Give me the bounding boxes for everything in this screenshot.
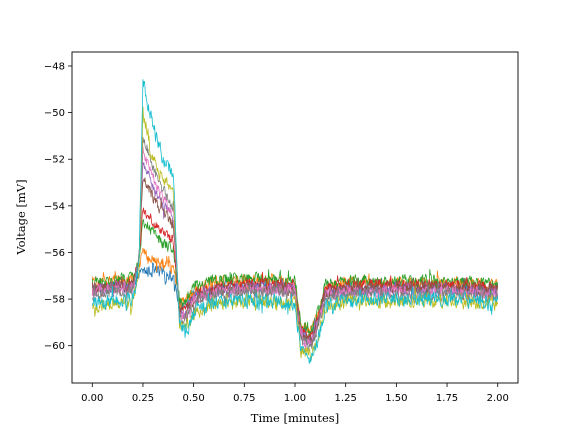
plot-frame: [71, 51, 519, 384]
y-tick-label: −54: [44, 201, 65, 212]
y-tick-label: −52: [44, 155, 65, 166]
x-tick-label: 1.50: [385, 393, 407, 404]
y-tick-label: −56: [44, 248, 65, 259]
x-tick-label: 2.00: [487, 393, 509, 404]
voltage-trace-3: [91, 219, 499, 343]
y-tick-label: −50: [44, 108, 65, 119]
series-layer: [91, 79, 499, 364]
voltage-trace-7: [91, 146, 499, 353]
x-axis-ticks: 0.00 0.25 0.50 0.75 1.00 1.25 1.50 1.75 2.00: [81, 383, 509, 404]
x-tick-label: 0.50: [183, 393, 205, 404]
y-axis-label: Voltage [mV]: [14, 179, 28, 255]
y-tick-label: −48: [44, 61, 65, 72]
voltage-trace-10: [91, 79, 499, 364]
y-axis-ticks: −60 −58 −56 −54 −52 −50 −48: [44, 61, 72, 352]
x-tick-label: 0.75: [233, 393, 255, 404]
x-axis-label: Time [minutes]: [251, 411, 339, 425]
x-tick-label: 1.25: [335, 393, 357, 404]
voltage-trace-6: [91, 177, 499, 347]
x-tick-label: 1.75: [436, 393, 458, 404]
x-tick-label: 0.00: [81, 393, 103, 404]
voltage-trace-5: [91, 162, 498, 346]
x-tick-label: 1.00: [284, 393, 306, 404]
y-tick-label: −58: [44, 295, 65, 306]
voltage-trace-8: [91, 136, 499, 352]
x-tick-label: 0.25: [132, 393, 154, 404]
y-tick-label: −60: [44, 341, 65, 352]
voltage-trace-9: [91, 106, 499, 361]
